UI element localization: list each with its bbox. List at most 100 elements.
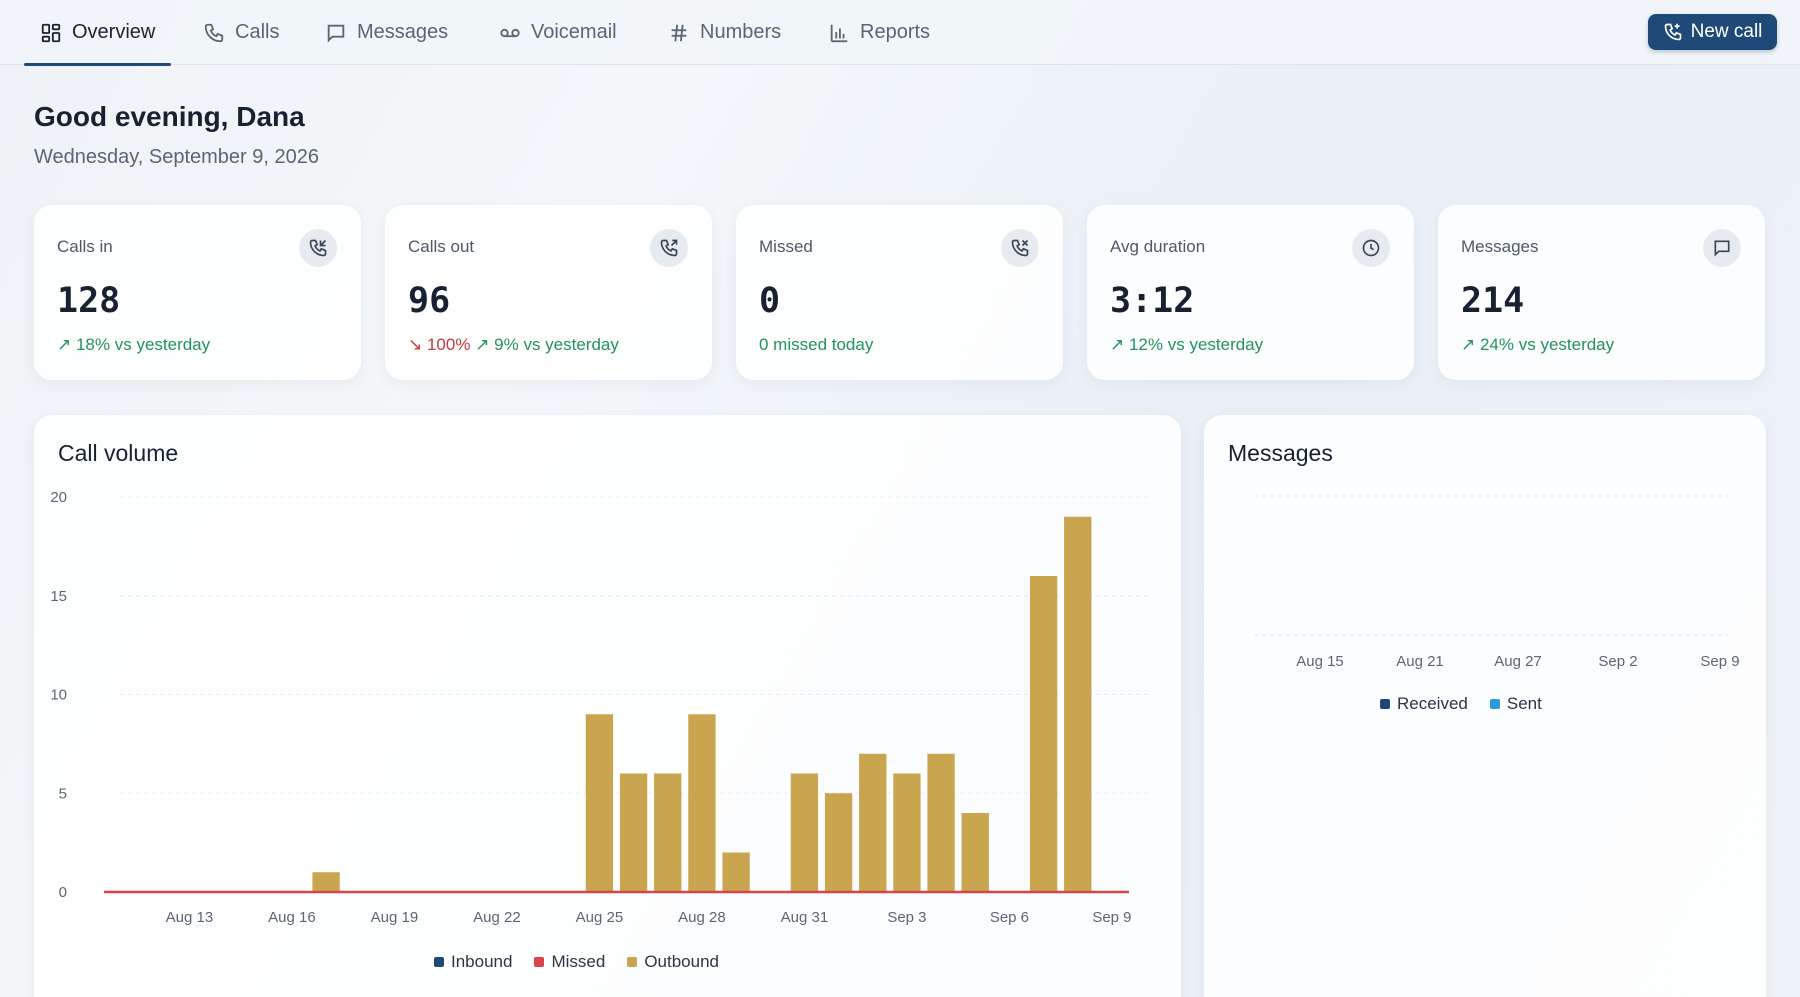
legend-item-sent[interactable]: Sent — [1489, 694, 1542, 714]
legend-label: Missed — [551, 952, 606, 971]
stat-value: 128 — [57, 281, 121, 321]
bar-outbound — [688, 714, 716, 892]
legend-label: Received — [1397, 694, 1468, 713]
bar-outbound — [824, 793, 853, 892]
call-volume-legend: Inbound Missed Outbound — [434, 952, 719, 972]
page-title: Good evening, Dana — [34, 101, 305, 132]
stat-label: Calls in — [57, 237, 113, 256]
current-date: Wednesday, September 9, 2026 — [34, 146, 319, 168]
legend-swatch — [534, 957, 545, 967]
legend-item-inbound[interactable]: Inbound — [434, 952, 512, 972]
x-tick-label: Aug 28 — [678, 909, 726, 926]
stat-label: Calls out — [408, 237, 475, 256]
legend-label: Sent — [1506, 694, 1542, 713]
x-tick-label: Aug 15 — [1296, 653, 1344, 670]
bar-outbound — [619, 773, 648, 892]
tab-reports-label: Reports — [860, 21, 931, 43]
y-tick-label: 15 — [50, 588, 67, 605]
bar-outbound — [790, 773, 819, 892]
tab-calls[interactable]: Calls — [203, 0, 279, 65]
y-tick-label: 5 — [59, 785, 67, 802]
new-call-button[interactable]: New call — [1648, 14, 1777, 50]
call-volume-panel: 0 5 10 15 20 Aug 13 Aug 16 Aug 19 Aug 22 Aug 25 Au… — [34, 415, 1181, 997]
message-icon — [1703, 229, 1741, 267]
messages-chart: Aug 15 Aug 21 Aug 27 Sep 2 Sep 9 — [1254, 495, 1740, 670]
phone-incoming-icon — [299, 229, 337, 267]
tab-voicemail-label: Voicemail — [531, 21, 617, 43]
tab-calls-label: Calls — [235, 21, 280, 43]
tab-voicemail[interactable]: Voicemail — [499, 0, 617, 65]
stat-card-messages: Messages 214 ↗ 24% vs yesterday — [1438, 205, 1765, 380]
bar-outbound — [927, 753, 955, 892]
x-tick-label: Sep 9 — [1092, 909, 1131, 926]
tab-overview[interactable]: Overview — [23, 0, 172, 66]
y-tick-label: 0 — [59, 884, 67, 901]
stat-delta-down: ↘ 100% — [408, 335, 471, 354]
stat-delta: 0 missed today — [759, 335, 874, 354]
stat-label: Missed — [759, 237, 813, 256]
x-tick-label: Aug 19 — [371, 909, 419, 926]
tab-numbers[interactable]: Numbers — [668, 0, 781, 65]
stat-delta: ↗ 18% vs yesterday — [57, 335, 211, 354]
stat-value: 214 — [1461, 281, 1525, 321]
tab-overview-label: Overview — [72, 21, 156, 43]
phone-outgoing-icon — [650, 229, 688, 267]
bar-outbound — [859, 753, 887, 892]
top-nav: Overview Calls Messages Voicemail Number… — [0, 0, 1800, 66]
x-tick-label: Aug 13 — [166, 909, 214, 926]
legend-swatch — [434, 957, 444, 967]
stat-delta: ↗ 24% vs yesterday — [1461, 335, 1615, 354]
stat-card-calls-out: Calls out 96 ↘ 100% ↗ 9% vs yesterday — [385, 205, 712, 380]
stat-label: Avg duration — [1110, 237, 1206, 256]
phone-plus-icon — [1664, 23, 1681, 41]
bar-chart-icon — [830, 24, 848, 42]
bar-outbound — [654, 773, 682, 892]
x-tick-label: Aug 25 — [576, 909, 624, 926]
legend-label: Outbound — [644, 952, 719, 971]
x-tick-label: Aug 16 — [268, 909, 316, 926]
x-tick-label: Aug 22 — [473, 909, 521, 926]
stat-delta-up: ↗ 9% vs yesterday — [475, 335, 619, 354]
x-tick-label: Aug 27 — [1494, 653, 1542, 670]
bar-outbound — [585, 714, 614, 892]
stat-delta: ↗ 12% vs yesterday — [1110, 335, 1264, 354]
stat-value: 0 — [759, 281, 781, 321]
legend-item-outbound[interactable]: Outbound — [627, 952, 719, 972]
bar-outbound — [961, 813, 989, 892]
messages-legend: Received Sent — [1380, 694, 1542, 714]
stat-card-calls-in: Calls in 128 ↗ 18% vs yesterday — [34, 205, 361, 380]
x-tick-label: Sep 3 — [887, 909, 926, 926]
stat-value: 3:12 — [1110, 281, 1195, 321]
tab-messages[interactable]: Messages — [325, 0, 448, 65]
messages-panel-title: Messages — [1228, 440, 1333, 466]
bar-outbound — [1064, 516, 1092, 892]
x-tick-label: Sep 6 — [990, 909, 1029, 926]
voicemail-icon — [500, 28, 520, 37]
x-tick-label: Aug 21 — [1396, 653, 1444, 670]
grid-icon — [41, 23, 61, 42]
stat-delta: ↘ 100% ↗ 9% vs yesterday — [408, 335, 619, 355]
legend-item-missed[interactable]: Missed — [534, 952, 605, 972]
x-tick-label: Sep 9 — [1700, 653, 1739, 670]
message-icon — [327, 24, 345, 43]
legend-swatch — [1489, 699, 1500, 709]
tab-messages-label: Messages — [357, 21, 449, 43]
legend-swatch — [1380, 699, 1390, 709]
phone-icon — [204, 23, 224, 42]
stat-value: 96 — [408, 281, 451, 321]
phone-missed-icon — [1001, 229, 1039, 267]
stat-label: Messages — [1461, 237, 1539, 256]
bar-outbound — [722, 852, 750, 892]
x-tick-label: Aug 31 — [781, 909, 829, 926]
y-tick-label: 20 — [50, 489, 67, 506]
call-volume-title: Call volume — [58, 440, 179, 466]
tab-reports[interactable]: Reports — [828, 0, 930, 65]
call-volume-chart: 0 5 10 15 20 Aug 13 Aug 16 Aug 19 Aug 22 Aug 25 Au… — [50, 489, 1149, 926]
bar-outbound — [893, 773, 921, 892]
legend-swatch — [627, 957, 638, 967]
messages-panel: Aug 15 Aug 21 Aug 27 Sep 2 Sep 9 Messages Re… — [1204, 415, 1766, 997]
y-tick-label: 10 — [50, 687, 67, 704]
new-call-label: New call — [1690, 21, 1763, 42]
legend-item-received[interactable]: Received — [1380, 694, 1468, 714]
bar-outbound — [312, 872, 340, 892]
